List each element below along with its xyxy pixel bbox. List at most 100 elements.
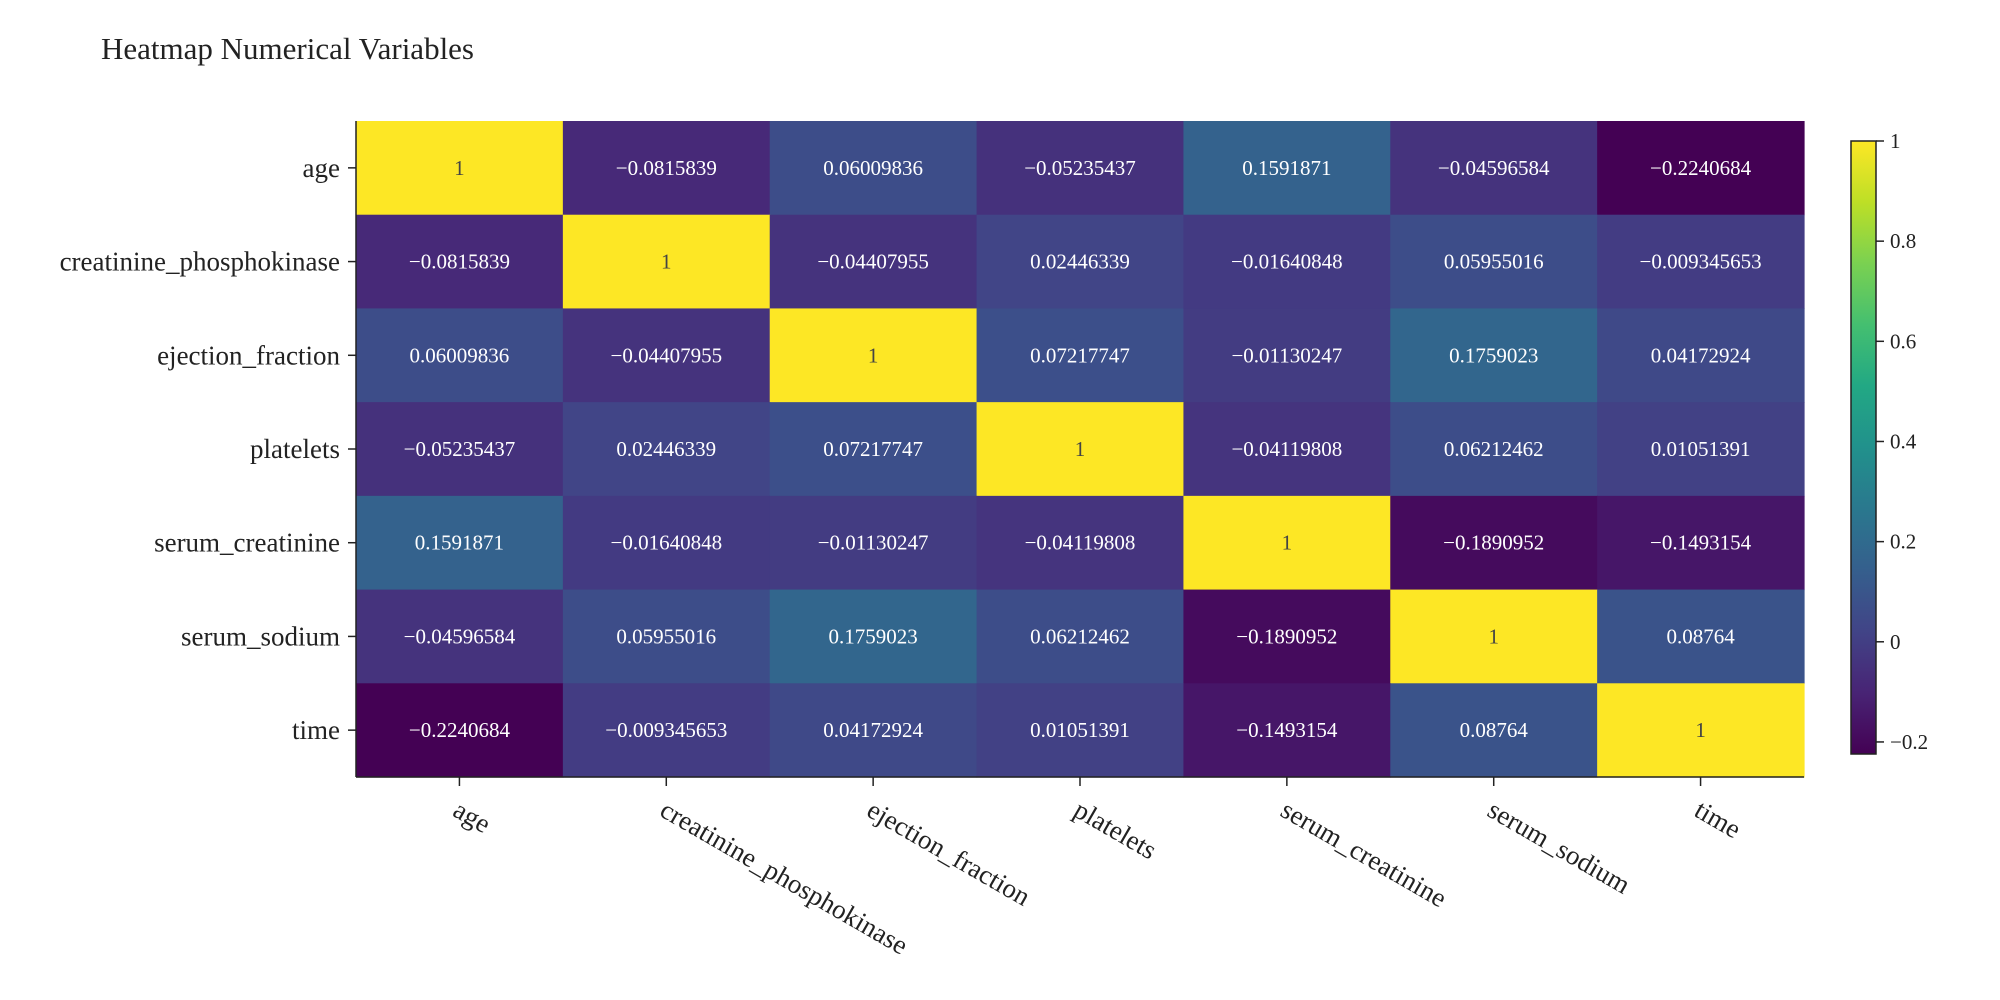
- cell-value-label: 0.1591871: [1242, 156, 1331, 180]
- heatmap-cell-labels: 1 −0.0815839 0.06009836 −0.05235437 0.159187…: [404, 156, 1762, 742]
- cell-value-label: 0.08764: [1666, 624, 1735, 648]
- heatmap-cell-1-2: [769, 214, 978, 310]
- heatmap-cell-3-1: [562, 402, 771, 497]
- cell-value-label: 1: [1695, 718, 1706, 742]
- y-tick-label: platelets: [250, 434, 340, 464]
- cell-value-label: 0.1591871: [415, 531, 504, 555]
- heatmap-cell-1-5: [1390, 214, 1598, 310]
- cell-value-label: 0.08764: [1460, 718, 1529, 742]
- heatmap-cell-0-0: [356, 121, 564, 216]
- heatmap-cell-4-1: [562, 495, 771, 591]
- heatmap-cell-3-3: [976, 402, 1185, 497]
- heatmap-cell-0-3: [976, 121, 1185, 216]
- cell-value-label: −0.1493154: [1650, 531, 1752, 555]
- cell-value-label: −0.05235437: [1024, 156, 1136, 180]
- heatmap-cell-4-4: [1183, 495, 1391, 591]
- colorbar-tick-label: 0.8: [1890, 229, 1916, 253]
- heatmap-cell-0-2: [769, 121, 978, 216]
- heatmap-cell-4-3: [976, 495, 1185, 591]
- cell-value-label: −0.04407955: [817, 250, 929, 274]
- cell-value-label: 0.1759023: [829, 624, 918, 648]
- heatmap-cell-5-4: [1183, 589, 1391, 684]
- cell-value-label: 0.05955016: [1444, 250, 1544, 274]
- heatmap-cell-4-5: [1390, 495, 1598, 591]
- heatmap-cell-2-5: [1390, 308, 1598, 403]
- heatmap-cell-0-1: [562, 121, 771, 216]
- colorbar-tick-label: 0.6: [1890, 329, 1916, 353]
- cell-value-label: −0.0815839: [409, 250, 510, 274]
- cell-value-label: −0.01640848: [1231, 250, 1343, 274]
- y-axis-ticks: age creatinine_phosphokinase ejection_frac…: [60, 153, 356, 745]
- cell-value-label: −0.05235437: [404, 437, 516, 461]
- cell-value-label: 0.02446339: [1030, 250, 1130, 274]
- heatmap-cell-3-6: [1597, 402, 1805, 497]
- y-tick-label: age: [303, 153, 340, 183]
- x-tick-label: time: [1690, 794, 1747, 844]
- heatmap-cell-6-1: [562, 683, 771, 778]
- heatmap-cell-1-4: [1183, 214, 1391, 310]
- cell-value-label: 1: [454, 156, 465, 180]
- heatmap-cell-2-6: [1597, 308, 1805, 403]
- cell-value-label: −0.01130247: [818, 531, 929, 555]
- heatmap-cell-3-0: [356, 402, 564, 497]
- cell-value-label: −0.2240684: [409, 718, 511, 742]
- heatmap-cell-6-5: [1390, 683, 1598, 778]
- chart-title: Heatmap Numerical Variables: [101, 31, 474, 66]
- heatmap-cell-2-0: [356, 308, 564, 403]
- cell-value-label: −0.1890952: [1236, 624, 1337, 648]
- colorbar: 1 0.8 0.6 0.4 0.2 0 −0.2: [1850, 129, 1928, 755]
- heatmap-cell-1-0: [356, 214, 564, 310]
- cell-value-label: −0.01130247: [1231, 343, 1342, 367]
- y-tick-label: serum_sodium: [181, 621, 340, 651]
- heatmap-cell-0-4: [1183, 121, 1391, 216]
- y-tick-label: creatinine_phosphokinase: [60, 247, 340, 277]
- cell-value-label: 0.02446339: [616, 437, 716, 461]
- heatmap-cell-1-3: [976, 214, 1185, 310]
- cell-value-label: −0.1890952: [1443, 531, 1544, 555]
- heatmap-cell-5-5: [1390, 589, 1598, 684]
- cell-value-label: 0.06212462: [1030, 624, 1130, 648]
- cell-value-label: 0.01051391: [1030, 718, 1130, 742]
- cell-value-label: 0.01051391: [1651, 437, 1751, 461]
- cell-value-label: −0.0815839: [616, 156, 717, 180]
- cell-value-label: 0.07217747: [823, 437, 923, 461]
- heatmap-cell-6-4: [1183, 683, 1391, 778]
- heatmap-cell-3-4: [1183, 402, 1391, 497]
- colorbar-tick-label: 0.4: [1890, 429, 1917, 453]
- cell-value-label: 1: [1282, 531, 1293, 555]
- heatmap-cell-2-4: [1183, 308, 1391, 403]
- heatmap-cell-4-0: [356, 495, 564, 591]
- heatmap-cell-5-0: [356, 589, 564, 684]
- heatmap-cell-6-0: [356, 683, 564, 778]
- heatmap-cell-4-2: [769, 495, 978, 591]
- cell-value-label: 1: [868, 343, 879, 367]
- cell-value-label: 0.1759023: [1449, 343, 1538, 367]
- cell-value-label: 1: [661, 250, 672, 274]
- heatmap-cell-5-3: [976, 589, 1185, 684]
- cell-value-label: 0.07217747: [1030, 343, 1130, 367]
- cell-value-label: 0.06009836: [823, 156, 923, 180]
- y-tick-label: serum_creatinine: [154, 528, 340, 558]
- colorbar-tick-label: 0.2: [1890, 530, 1916, 554]
- heatmap-cell-2-1: [562, 308, 771, 403]
- cell-value-label: −0.01640848: [610, 531, 722, 555]
- heatmap-cell-4-6: [1597, 495, 1805, 591]
- x-tick-label: serum_creatinine: [1276, 794, 1452, 913]
- cell-value-label: −0.04407955: [610, 343, 722, 367]
- cell-value-label: −0.04119808: [1231, 437, 1342, 461]
- heatmap-cell-0-6: [1597, 121, 1805, 216]
- heatmap-cell-5-2: [769, 589, 978, 684]
- heatmap-cell-6-3: [976, 683, 1185, 778]
- cell-value-label: −0.009345653: [605, 718, 727, 742]
- cell-value-label: −0.04596584: [404, 624, 516, 648]
- cell-value-label: −0.2240684: [1650, 156, 1752, 180]
- heatmap-cell-3-5: [1390, 402, 1598, 497]
- heatmap-cell-1-1: [562, 214, 771, 310]
- cell-value-label: 0.04172924: [1651, 343, 1751, 367]
- y-tick-label: time: [292, 715, 340, 745]
- heatmap-cell-6-2: [769, 683, 978, 778]
- heatmap-cell-0-5: [1390, 121, 1598, 216]
- colorbar-tick-label: 1: [1890, 129, 1901, 153]
- heatmap-cells: [356, 121, 1805, 778]
